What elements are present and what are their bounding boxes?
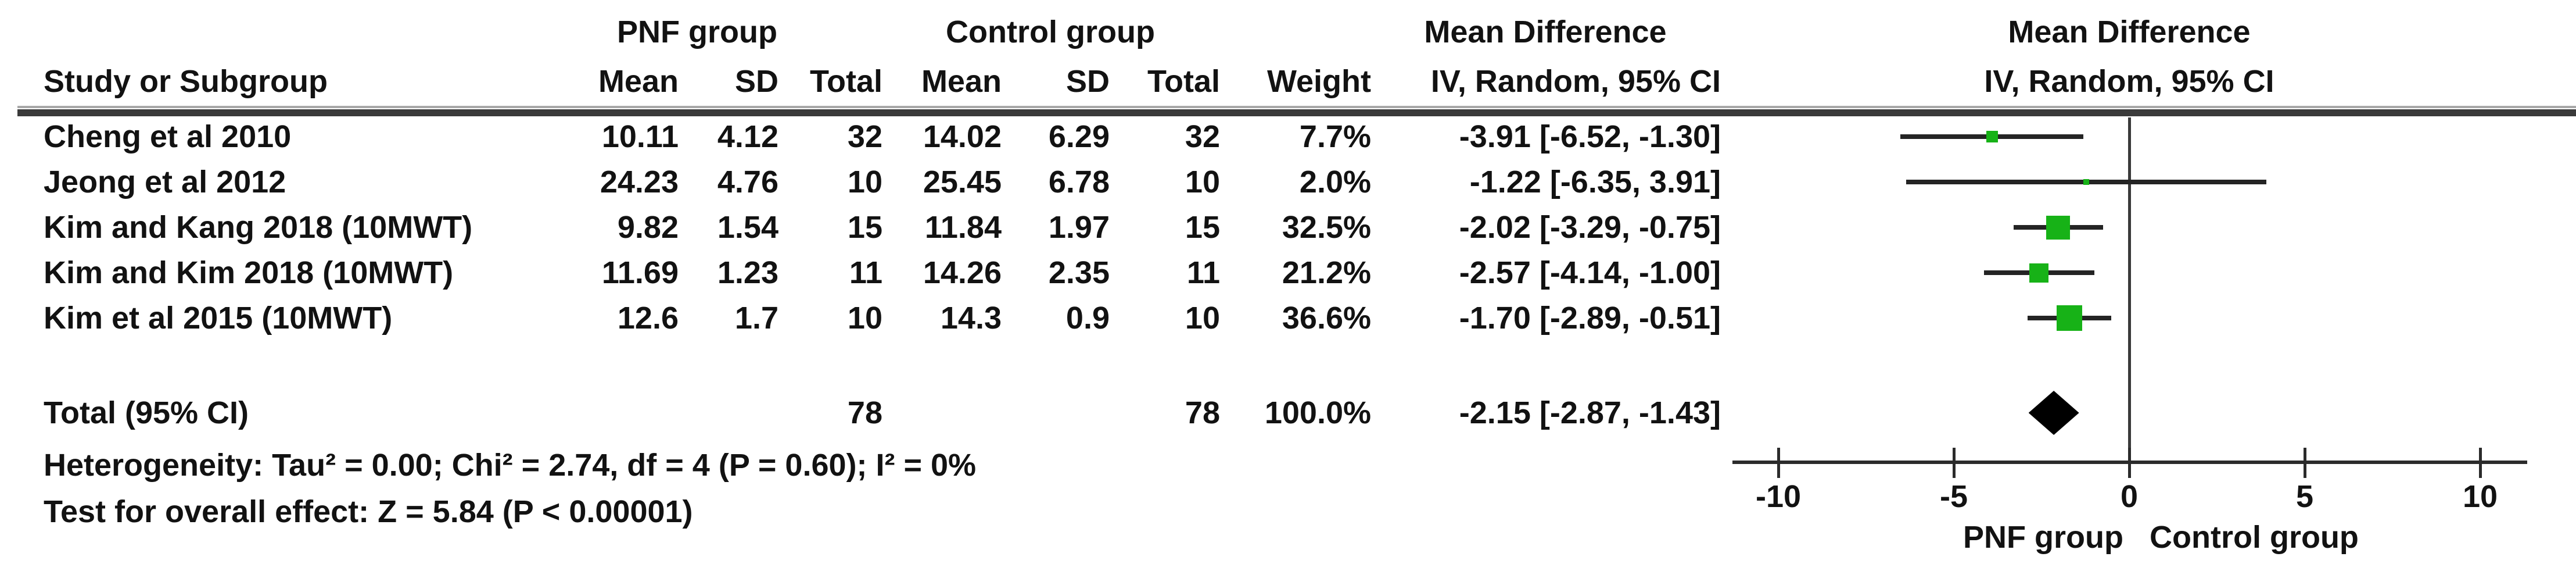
col-control-total: Total [1147,64,1220,99]
study-row-name: Jeong et al 2012 [44,165,286,199]
study-row-weight: 7.7% [1299,119,1371,154]
study-row-sd2: 0.9 [1065,301,1110,336]
col-weight: Weight [1267,64,1371,99]
favours-right-label: Control group [2150,520,2359,555]
header-mean-difference-plot: Mean Difference [2008,15,2251,49]
total-pnf-n: 78 [847,395,882,430]
study-row-name: Kim and Kang 2018 (10MWT) [44,210,473,245]
study-row-sd2: 1.97 [1048,210,1110,245]
study-row-sd1: 4.12 [717,119,778,154]
favours-left-label: PNF group [1963,520,2123,555]
study-row-ci_label: -1.70 [-2.89, -0.51] [1459,301,1721,336]
col-iv-random-ci-plot: IV, Random, 95% CI [1984,64,2274,99]
study-row-weight: 36.6% [1282,301,1371,336]
col-pnf-sd: SD [734,64,778,99]
col-pnf-total: Total [810,64,882,99]
study-row-n1: 11 [849,255,882,290]
study-row-mean1: 11.69 [601,255,679,290]
study-row-sd1: 1.54 [717,210,778,245]
study-row-sd1: 4.76 [717,165,778,199]
study-row-name: Cheng et al 2010 [44,119,292,154]
axis-tick-label: 0 [2120,479,2139,514]
study-row-ci_label: -1.22 [-6.35, 3.91] [1469,165,1721,199]
study-row-mean2: 11.84 [924,210,1002,245]
study-row-sd2: 6.78 [1048,165,1110,199]
study-row-mean2: 25.45 [923,165,1002,199]
null-effect-line [2128,117,2131,462]
header-mean-difference-table: Mean Difference [1424,15,1667,49]
header-rule-light [17,106,2576,108]
total-ci-text: -2.15 [-2.87, -1.43] [1459,395,1721,430]
study-row-n1: 15 [847,210,882,245]
header-control-group: Control group [946,15,1155,49]
study-row-ci_label: -2.02 [-3.29, -0.75] [1459,210,1721,245]
study-row-mean2: 14.02 [923,119,1002,154]
header-rule-dark [17,109,2576,116]
study-row-ci_label: -3.91 [-6.52, -1.30] [1459,119,1721,154]
study-row-n1: 10 [847,165,882,199]
study-row-sd1: 1.23 [717,255,778,290]
axis-tick-label: 5 [2295,479,2314,514]
study-row-n2: 32 [1185,119,1220,154]
study-row-sd2: 6.29 [1048,119,1110,154]
axis-tick-label: -5 [1939,479,1968,514]
axis-tick [2304,448,2306,478]
study-row-weight: 32.5% [1282,210,1371,245]
effect-square [1986,131,1998,142]
axis-tick-label: -10 [1755,479,1802,514]
study-row-sd1: 1.7 [734,301,778,336]
study-row-mean1: 9.82 [617,210,679,245]
total-control-n: 78 [1185,395,1220,430]
col-control-sd: SD [1065,64,1110,99]
study-row-name: Kim et al 2015 (10MWT) [44,301,393,336]
study-row-n1: 10 [847,301,882,336]
effect-square [2029,263,2049,283]
heterogeneity-text: Heterogeneity: Tau² = 0.00; Chi² = 2.74,… [44,448,977,483]
study-row-mean1: 12.6 [617,301,679,336]
study-row-mean1: 10.11 [601,119,679,154]
effect-square [2057,305,2083,331]
study-row-ci_label: -2.57 [-4.14, -1.00] [1459,255,1721,290]
header-pnf-group: PNF group [617,15,777,49]
axis-tick [1953,448,1956,478]
axis-tick-label: 10 [2462,479,2498,514]
study-row-n2: 10 [1185,165,1220,199]
axis-tick [1777,448,1780,478]
total-weight: 100.0% [1264,395,1371,430]
study-row-weight: 21.2% [1282,255,1371,290]
study-row-n1: 32 [847,119,882,154]
study-row-mean2: 14.26 [923,255,1002,290]
effect-square [2046,215,2071,240]
axis-tick [2479,448,2482,478]
effect-square [2083,179,2090,185]
col-control-mean: Mean [921,64,1002,99]
study-row-sd2: 2.35 [1048,255,1110,290]
col-iv-random-ci: IV, Random, 95% CI [1430,64,1721,99]
pooled-diamond [2028,391,2079,435]
study-row-mean1: 24.23 [600,165,679,199]
study-row-n2: 15 [1185,210,1220,245]
study-row-n2: 10 [1185,301,1220,336]
study-row-mean2: 14.3 [940,301,1002,336]
col-study-or-subgroup: Study or Subgroup [44,64,328,99]
study-row-name: Kim and Kim 2018 (10MWT) [44,255,454,290]
axis-tick [2128,448,2131,478]
total-row-label: Total (95% CI) [44,395,249,430]
overall-effect-text: Test for overall effect: Z = 5.84 (P < 0… [44,494,693,529]
study-row-weight: 2.0% [1299,165,1371,199]
col-pnf-mean: Mean [598,64,679,99]
study-row-n2: 11 [1186,255,1220,290]
